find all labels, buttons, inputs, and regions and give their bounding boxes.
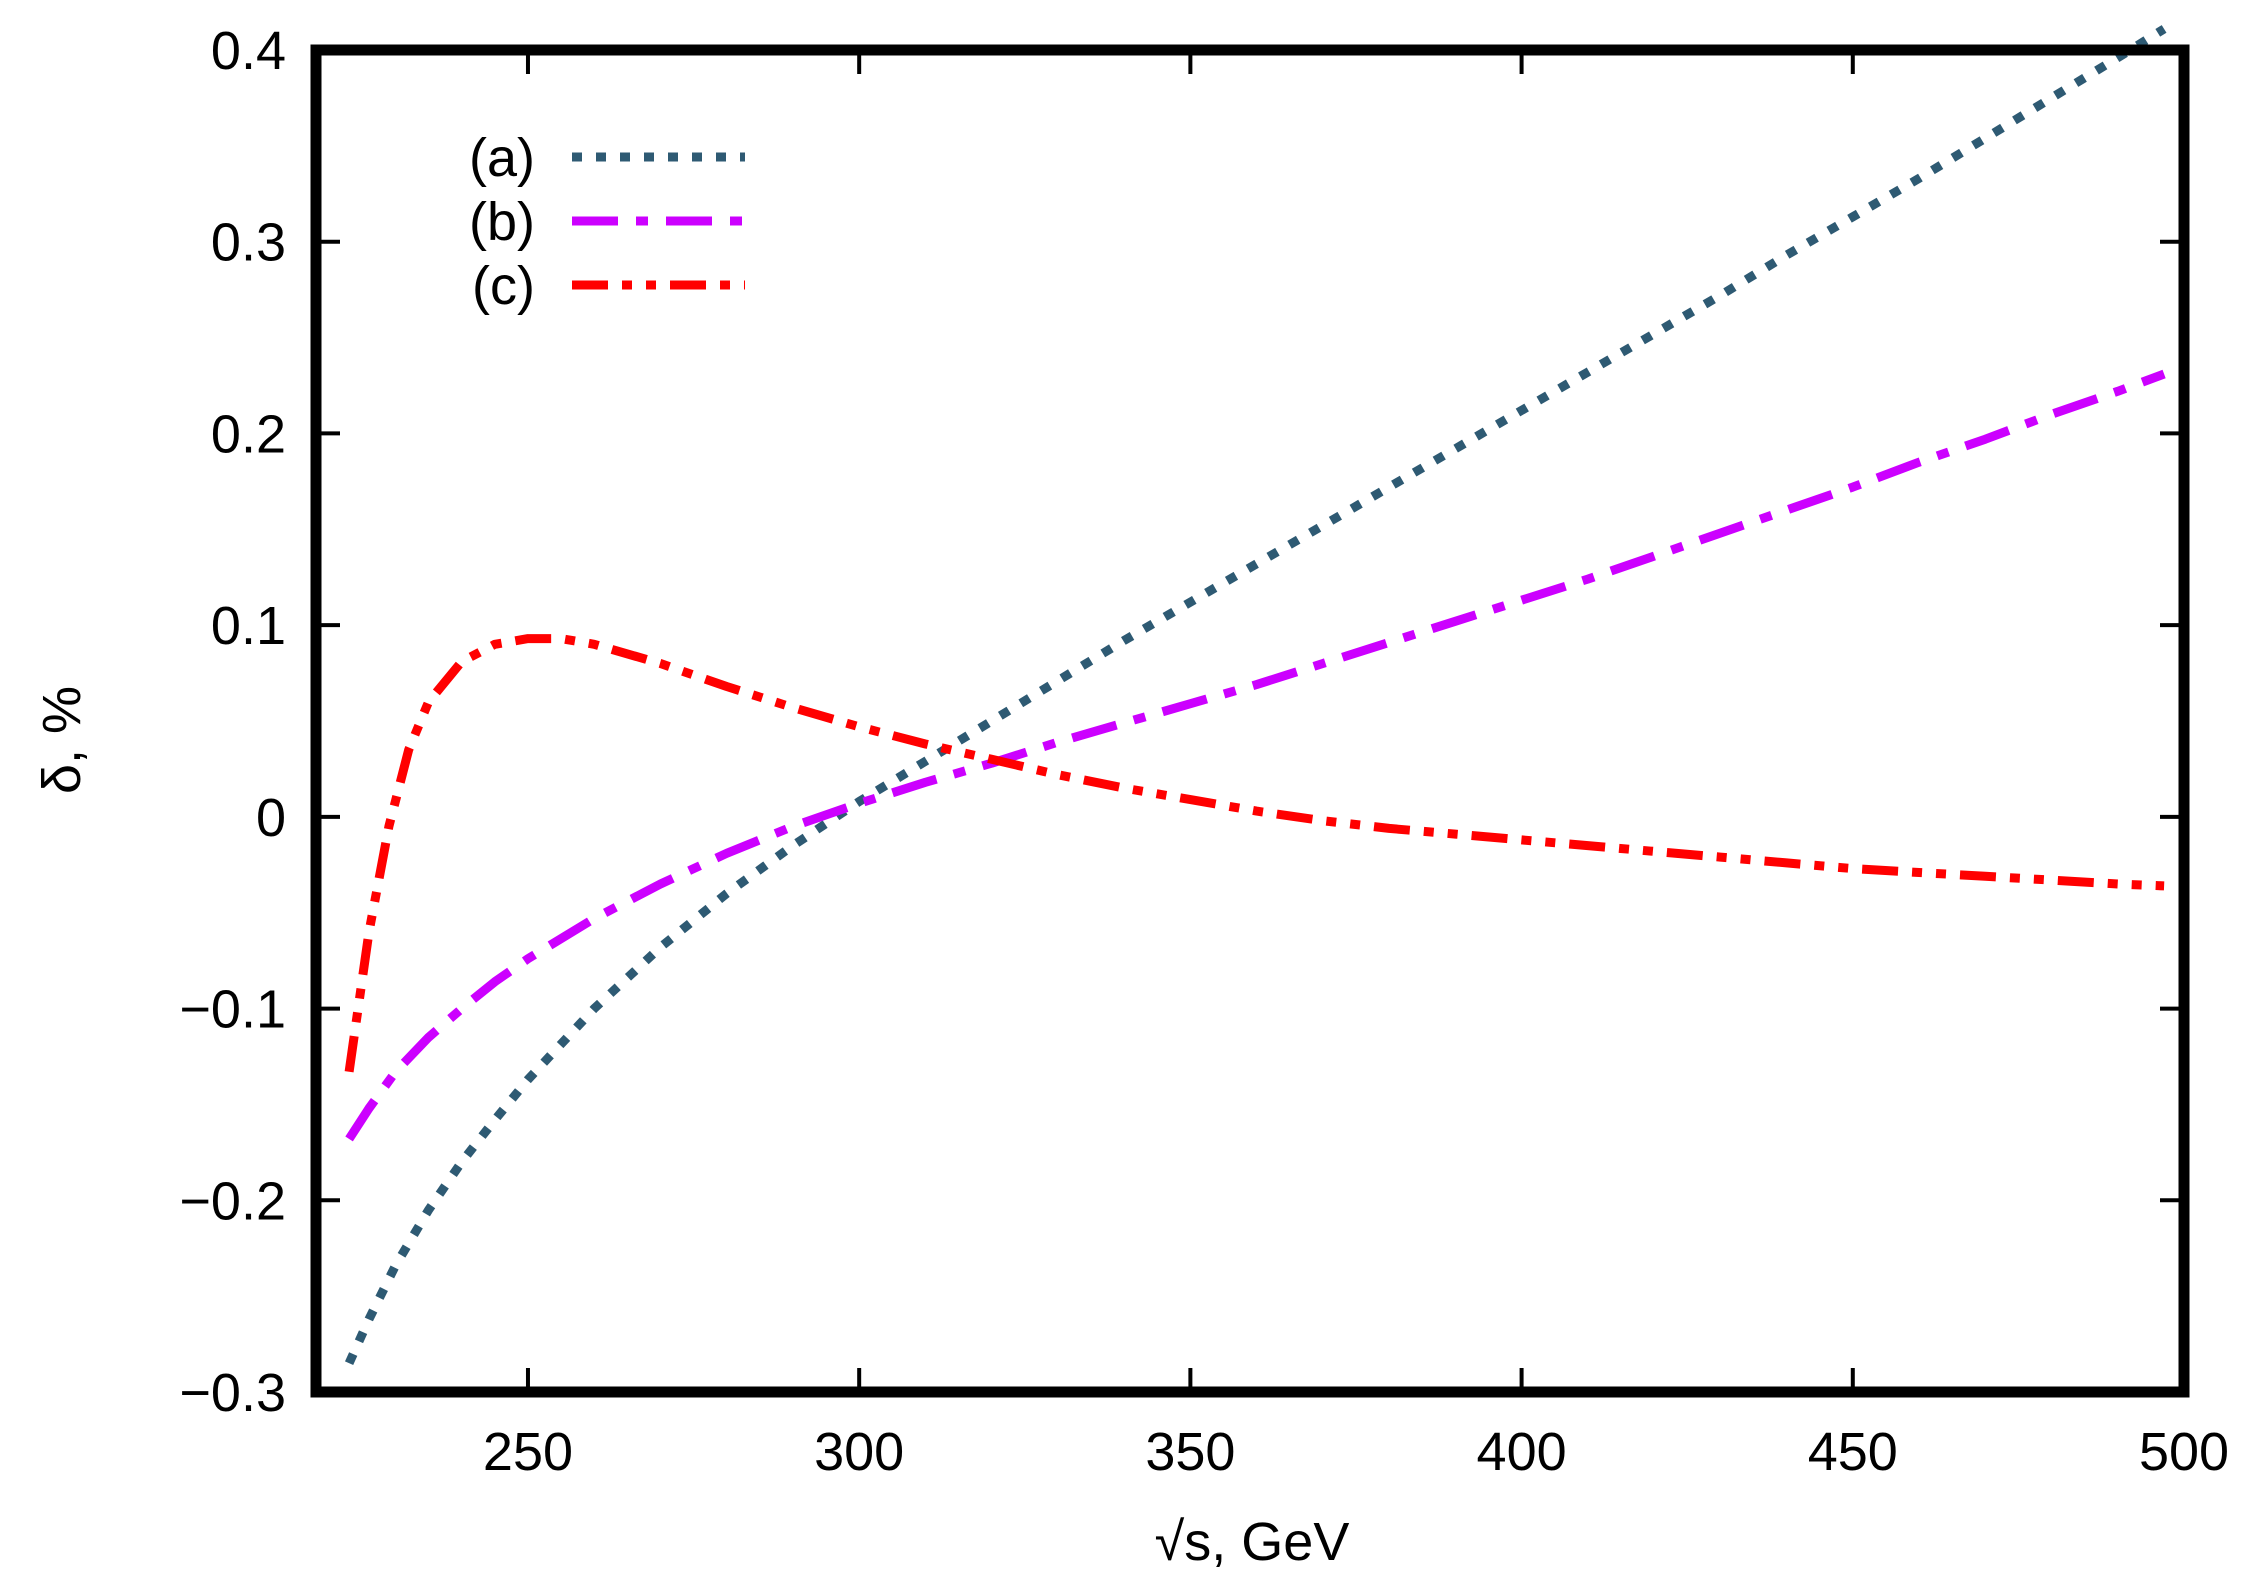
x-tick-label: 350 bbox=[1145, 1422, 1235, 1482]
x-tick-label: 500 bbox=[2139, 1422, 2229, 1482]
x-tick-label: 400 bbox=[1477, 1422, 1567, 1482]
legend-label-2: (b) bbox=[469, 192, 535, 252]
x-tick-label: 300 bbox=[814, 1422, 904, 1482]
plot-frame bbox=[310, 44, 2190, 1398]
x-axis-title: √s, GeV bbox=[1155, 1512, 1350, 1572]
y-tick-label: 0.2 bbox=[211, 404, 286, 464]
labels-layer: 250 300 350 400 450 500 −0.3 −0.2 −0.1 0 0.1 0.2 0.3… bbox=[179, 21, 2229, 1482]
legend-label-3: (c) bbox=[472, 256, 535, 316]
legend: (a)(b)(c) bbox=[469, 128, 745, 316]
x-tick-label: 450 bbox=[1808, 1422, 1898, 1482]
y-tick-label: 0.3 bbox=[211, 213, 286, 273]
y-tick-label: 0 bbox=[256, 788, 286, 848]
series-line-3 bbox=[344, 634, 2165, 1073]
y-tick-label: −0.2 bbox=[179, 1171, 286, 1231]
series-layer bbox=[344, 25, 2167, 1366]
y-tick-label: 0.1 bbox=[211, 596, 286, 656]
x-tick-label: 250 bbox=[483, 1422, 573, 1482]
y-tick-label: −0.3 bbox=[179, 1363, 286, 1423]
y-tick-label: 0.4 bbox=[211, 21, 286, 81]
series-line-1 bbox=[344, 25, 2167, 1366]
y-axis-title: δ, % bbox=[32, 686, 92, 794]
series-line-2 bbox=[345, 369, 2166, 1142]
y-tick-label: −0.1 bbox=[179, 980, 286, 1040]
legend-label-1: (a) bbox=[469, 128, 535, 188]
